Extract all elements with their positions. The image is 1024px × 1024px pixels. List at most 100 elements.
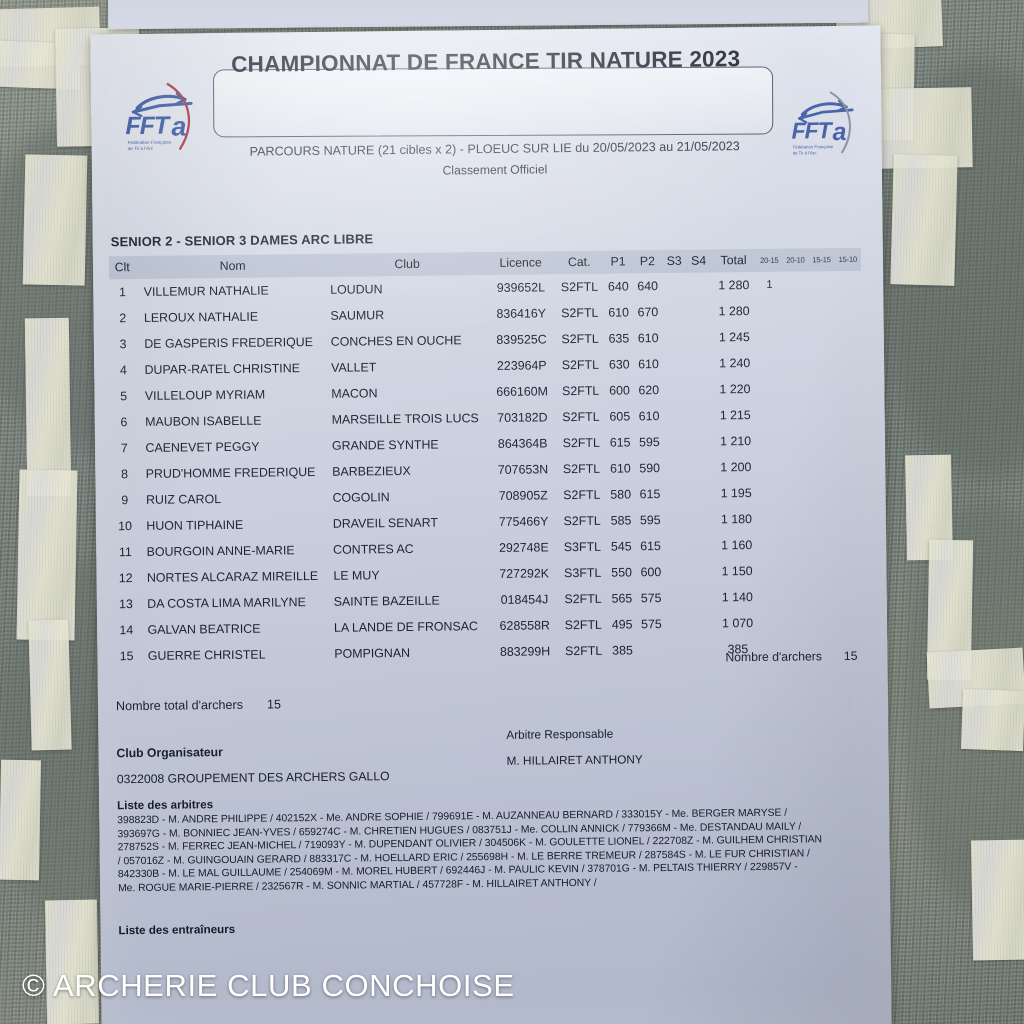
col-s4: S4 bbox=[686, 249, 711, 273]
results-table: Clt Nom Club Licence Cat. P1 P2 S3 S4 To… bbox=[108, 247, 866, 670]
cell-p1: 565 bbox=[611, 591, 633, 606]
cell-cat: S2FTL bbox=[564, 617, 602, 633]
cell-total: 1 240 bbox=[719, 356, 751, 371]
cell-20-10 bbox=[785, 531, 811, 557]
cell-s3 bbox=[664, 403, 689, 429]
cell-club: GRANDE SYNTHE bbox=[331, 437, 439, 453]
cell-licence: 628558R bbox=[499, 618, 550, 633]
cell-15-15 bbox=[810, 427, 836, 453]
cell-15-10 bbox=[836, 349, 863, 375]
nombre-archers-line: Nombre d'archers 15 bbox=[725, 649, 857, 664]
cell-clt: 3 bbox=[119, 337, 127, 352]
masking-tape bbox=[16, 469, 78, 641]
cell-total: 1 200 bbox=[720, 460, 752, 475]
cell-s3 bbox=[665, 507, 690, 533]
cell-cat: S2FTL bbox=[564, 591, 602, 607]
cell-cat: S2FTL bbox=[560, 279, 599, 295]
cell-cat: S2FTL bbox=[561, 383, 600, 399]
cell-s3 bbox=[662, 299, 687, 325]
cell-clt: 12 bbox=[118, 571, 133, 586]
cell-licence: 775466Y bbox=[498, 514, 549, 529]
cell-20-10 bbox=[784, 427, 810, 453]
cell-p1: 550 bbox=[611, 565, 633, 580]
cell-cat: S2FTL bbox=[562, 461, 601, 477]
cell-s4 bbox=[688, 376, 713, 402]
cell-p2: 575 bbox=[640, 591, 662, 606]
cell-clt: 14 bbox=[119, 623, 134, 638]
cell-20-15 bbox=[757, 324, 783, 350]
cell-20-15 bbox=[757, 298, 783, 324]
classification-label: Classement Officiel bbox=[442, 162, 548, 178]
cell-15-10 bbox=[837, 505, 864, 531]
cell-nom: NORTES ALCARAZ MIREILLE bbox=[146, 568, 319, 585]
cell-clt: 9 bbox=[121, 493, 129, 508]
cell-s4 bbox=[690, 610, 715, 636]
cell-nom: DA COSTA LIMA MARILYNE bbox=[147, 595, 306, 611]
svg-text:Fédération Française: Fédération Française bbox=[128, 140, 172, 145]
event-subtitle: PARCOURS NATURE (21 cibles x 2) - PLOEUC… bbox=[249, 139, 740, 159]
svg-text:de Tir à l'Arc: de Tir à l'Arc bbox=[128, 146, 154, 151]
cell-s3 bbox=[666, 585, 691, 611]
cell-15-10 bbox=[838, 557, 865, 583]
cell-nom: HUON TIPHAINE bbox=[146, 517, 244, 533]
col-licence: Licence bbox=[486, 251, 556, 276]
cell-s4 bbox=[689, 480, 714, 506]
cell-p2: 575 bbox=[641, 617, 662, 632]
col-club: Club bbox=[323, 252, 487, 277]
cell-licence: 836416Y bbox=[496, 306, 547, 321]
cell-clt: 7 bbox=[120, 441, 128, 456]
col-cat: Cat. bbox=[554, 250, 604, 275]
nombre-archers-value: 15 bbox=[843, 648, 858, 664]
cell-total: 1 280 bbox=[718, 278, 750, 293]
masking-tape bbox=[28, 619, 72, 751]
cell-s4 bbox=[690, 558, 715, 584]
results-table-wrapper: Clt Nom Club Licence Cat. P1 P2 S3 S4 To… bbox=[108, 247, 866, 670]
liste-arbitres: 398823D - M. ANDRE PHILIPPE / 402152X - … bbox=[117, 806, 878, 896]
cell-20-10 bbox=[786, 583, 812, 609]
cell-cat: S2FTL bbox=[563, 487, 601, 503]
cell-s3 bbox=[662, 273, 687, 299]
cell-p1: 385 bbox=[612, 643, 633, 658]
cell-clt: 1 bbox=[118, 285, 127, 300]
cell-clt: 6 bbox=[120, 415, 128, 430]
cell-s4 bbox=[687, 324, 712, 350]
cell-licence: 666160M bbox=[496, 384, 549, 399]
cell-s4 bbox=[690, 584, 715, 610]
cell-15-10 bbox=[835, 297, 862, 323]
cell-20-10 bbox=[786, 557, 812, 583]
cell-club: SAUMUR bbox=[330, 308, 385, 323]
col-20-10: 20-10 bbox=[782, 248, 809, 272]
col-15-10: 15-10 bbox=[834, 247, 862, 272]
svg-text:Fédération Française: Fédération Française bbox=[793, 144, 834, 149]
arbitre-responsable-value: M. HILLAIRET ANTHONY bbox=[506, 752, 643, 768]
club-organisateur-label: Club Organisateur bbox=[116, 745, 223, 761]
cell-club: CONTRES AC bbox=[333, 541, 414, 557]
cell-total: 1 210 bbox=[719, 434, 752, 449]
cell-club: SAINTE BAZEILLE bbox=[333, 593, 440, 609]
col-s3: S3 bbox=[661, 249, 687, 274]
cell-licence: 883299H bbox=[499, 644, 551, 659]
cell-20-15 bbox=[760, 610, 786, 636]
cell-p2: 615 bbox=[639, 487, 661, 502]
cell-total: 1 280 bbox=[718, 304, 750, 319]
cell-20-10 bbox=[783, 349, 809, 375]
cell-total: 1 160 bbox=[721, 538, 753, 553]
cell-club: LA LANDE DE FRONSAC bbox=[333, 619, 478, 635]
nombre-total-archers-line: Nombre total d'archers 15 bbox=[116, 697, 281, 713]
cell-nom: VILLEMUR NATHALIE bbox=[143, 283, 269, 299]
cell-s4 bbox=[689, 532, 714, 558]
cell-club: LE MUY bbox=[333, 568, 380, 583]
cell-total: 1 140 bbox=[721, 590, 753, 605]
cell-15-15 bbox=[809, 323, 835, 349]
cell-p2: 640 bbox=[637, 279, 659, 294]
cell-15-10 bbox=[836, 401, 863, 427]
cell-total: 1 150 bbox=[721, 564, 753, 579]
cell-p1: 605 bbox=[609, 409, 631, 424]
cell-club: CONCHES EN OUCHE bbox=[330, 333, 462, 349]
cell-15-10 bbox=[837, 479, 864, 505]
cell-clt: 2 bbox=[119, 311, 127, 326]
cell-nom: VILLELOUP MYRIAM bbox=[144, 387, 266, 403]
cell-p1: 600 bbox=[609, 383, 630, 398]
cell-20-15 bbox=[758, 428, 784, 454]
